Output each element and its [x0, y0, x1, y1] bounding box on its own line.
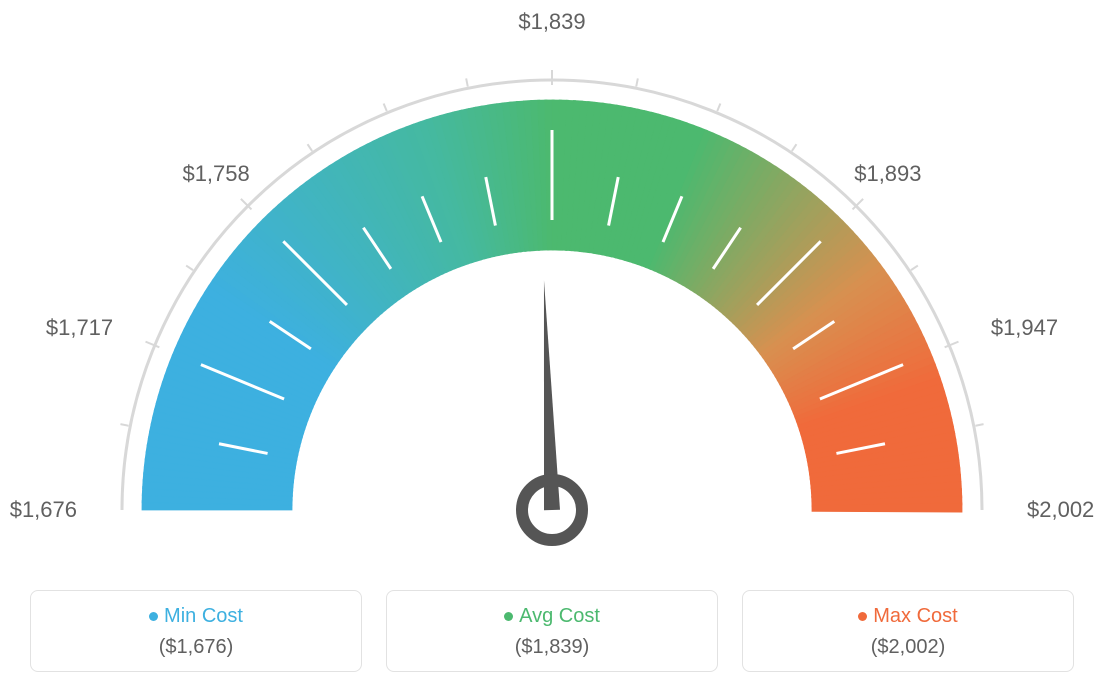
- gauge-tick-label: $2,002: [1027, 497, 1094, 523]
- dot-icon: [504, 612, 513, 621]
- legend-title-text-avg: Avg Cost: [519, 605, 600, 627]
- legend-value-avg: ($1,839): [397, 636, 707, 659]
- dot-icon: [149, 612, 158, 621]
- legend-title-min: Min Cost: [41, 605, 351, 628]
- chart-container: $1,676 $1,717 $1,758 $1,839 $1,893 $1,947 $2,0…: [0, 0, 1104, 690]
- gauge-area: $1,676 $1,717 $1,758 $1,839 $1,893 $1,947 $2,0…: [0, 0, 1104, 560]
- legend-title-text-max: Max Cost: [873, 605, 957, 627]
- gauge-tick-label: $1,893: [854, 161, 921, 187]
- legend-title-avg: Avg Cost: [397, 605, 707, 628]
- gauge-tick-label: $1,758: [182, 161, 249, 187]
- legend-card-avg: Avg Cost ($1,839): [386, 590, 718, 672]
- gauge-tick-label: $1,839: [518, 9, 585, 35]
- gauge-tick-label: $1,717: [46, 315, 113, 341]
- dot-icon: [858, 612, 867, 621]
- legend-card-max: Max Cost ($2,002): [742, 590, 1074, 672]
- legend-value-max: ($2,002): [753, 636, 1063, 659]
- legend-card-min: Min Cost ($1,676): [30, 590, 362, 672]
- gauge-svg: [0, 0, 1104, 560]
- legend-value-min: ($1,676): [41, 636, 351, 659]
- gauge-tick-label: $1,676: [10, 497, 77, 523]
- legend-title-max: Max Cost: [753, 605, 1063, 628]
- gauge-tick-label: $1,947: [991, 315, 1058, 341]
- legend-title-text-min: Min Cost: [164, 605, 243, 627]
- legend-row: Min Cost ($1,676) Avg Cost ($1,839) Max …: [0, 590, 1104, 672]
